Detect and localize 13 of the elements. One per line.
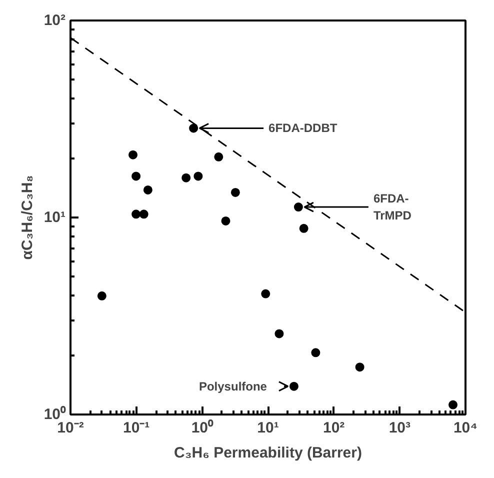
annotation: Polysulfone [198,379,268,394]
annotation: 6FDA-DDBT [268,121,338,136]
annotation: 6FDA- TrMPD [373,192,412,222]
x-tick-label: 10⁴ [453,420,478,436]
x-axis-title: C₃H₆ Permeability (Barrer) [174,444,362,462]
y-axis-title: αC₃H₆/C₃H₈ [18,175,36,260]
y-tick-label: 10² [44,12,66,29]
x-tick-label: 10² [322,420,345,436]
x-tick-label: 10⁻¹ [122,420,150,436]
x-tick-label: 10⁰ [191,418,214,436]
x-tick-label: 10¹ [257,420,279,436]
x-tick-label: 10³ [388,420,411,436]
y-tick-label: 10¹ [44,209,66,226]
